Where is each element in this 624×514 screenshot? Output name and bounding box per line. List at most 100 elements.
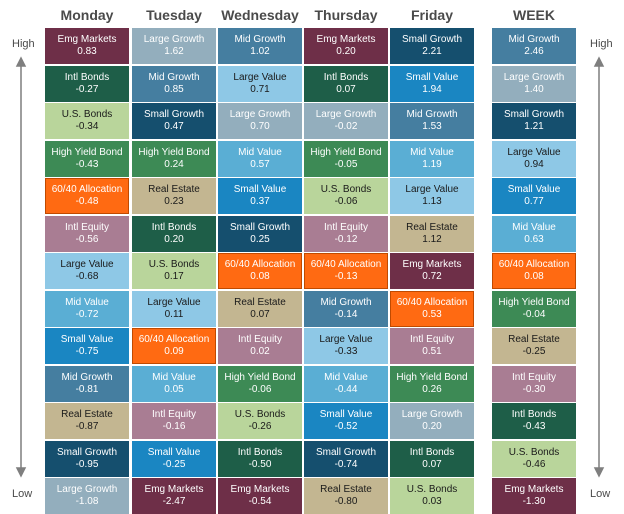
right-arrow-up-head xyxy=(593,56,605,67)
left-low-label: Low xyxy=(12,488,33,500)
asset-class-label: Small Value xyxy=(60,334,114,345)
column-header-wednesday: Wednesday xyxy=(221,7,299,23)
return-value-label: 0.94 xyxy=(524,158,544,170)
asset-class-label: Intl Bonds xyxy=(323,71,369,83)
column-header-tuesday: Tuesday xyxy=(146,7,202,23)
return-value-label: 1.94 xyxy=(422,83,442,95)
asset-cell: Intl Equity 0.51 xyxy=(390,328,474,364)
asset-class-label: Intl Bonds xyxy=(64,71,110,83)
asset-class-label: Large Growth xyxy=(401,409,463,420)
column-header-monday: Monday xyxy=(60,7,114,23)
return-value-label: -0.52 xyxy=(334,421,358,432)
asset-class-label: Small Growth xyxy=(315,446,376,458)
asset-cell: Large Value 0.11 xyxy=(132,290,216,327)
asset-cell: U.S. Bonds -0.46 xyxy=(492,440,576,477)
return-value-label: 1.12 xyxy=(422,233,442,245)
asset-class-label: Large Growth xyxy=(229,109,291,120)
asset-cell: Mid Value 0.05 xyxy=(132,365,216,402)
asset-cell: Small Value 0.37 xyxy=(218,178,302,214)
asset-class-label: Real Estate xyxy=(508,334,560,345)
return-value-label: 1.02 xyxy=(250,46,270,57)
return-value-label: 0.20 xyxy=(422,421,442,432)
return-value-label: 0.07 xyxy=(250,308,270,320)
asset-cell: High Yield Bond -0.06 xyxy=(218,365,302,402)
return-value-label: 0.51 xyxy=(422,346,442,357)
asset-class-label: Intl Equity xyxy=(324,221,368,233)
asset-cell: Emg Markets 0.20 xyxy=(304,28,388,64)
asset-class-label: 60/40 Allocation xyxy=(396,296,468,308)
asset-class-label: Large Value xyxy=(147,296,201,308)
asset-class-label: Intl Bonds xyxy=(409,446,455,458)
asset-class-label: U.S. Bonds xyxy=(61,109,113,120)
asset-class-label: High Yield Bond xyxy=(224,371,296,383)
return-value-label: 1.21 xyxy=(524,121,544,132)
asset-cell: Mid Value 0.57 xyxy=(218,140,302,177)
asset-class-label: Mid Growth xyxy=(320,296,372,308)
asset-class-label: Intl Equity xyxy=(512,371,556,383)
return-value-label: -0.43 xyxy=(75,158,99,170)
asset-class-label: Small Growth xyxy=(401,34,462,45)
return-value-label: 0.05 xyxy=(164,383,184,395)
asset-class-label: Emg Markets xyxy=(144,484,204,495)
asset-cell: Large Value 0.94 xyxy=(492,140,576,177)
column-header-week: WEEK xyxy=(513,7,555,23)
asset-cell: Mid Growth -0.81 xyxy=(45,365,129,402)
asset-class-label: Intl Equity xyxy=(410,334,454,345)
return-value-label: -1.30 xyxy=(522,496,546,507)
asset-class-label: Mid Growth xyxy=(508,34,560,45)
asset-class-label: Real Estate xyxy=(61,409,113,420)
right-arrow-down-head xyxy=(593,467,605,478)
asset-cell: High Yield Bond -0.05 xyxy=(304,140,388,177)
asset-cell: Real Estate 0.07 xyxy=(218,290,302,327)
asset-cell: Mid Growth 2.46 xyxy=(492,28,576,64)
asset-class-label: U.S. Bonds xyxy=(508,446,560,458)
asset-class-label: Small Growth xyxy=(143,109,204,120)
asset-cell: Intl Bonds 0.07 xyxy=(390,440,474,477)
asset-class-label: Mid Growth xyxy=(61,371,113,383)
asset-cell: Small Value -0.75 xyxy=(45,328,129,364)
asset-cell: U.S. Bonds 0.03 xyxy=(390,478,474,514)
return-value-label: 0.07 xyxy=(422,458,442,470)
asset-cell: 60/40 Allocation 0.08 xyxy=(218,253,302,289)
asset-cell: Small Growth -0.95 xyxy=(45,440,129,477)
asset-cell: Real Estate -0.87 xyxy=(45,403,129,439)
asset-cell: Large Value -0.33 xyxy=(304,328,388,364)
asset-class-label: Mid Growth xyxy=(406,109,458,120)
asset-class-label: 60/40 Allocation xyxy=(224,259,296,270)
right-high-label: High xyxy=(590,38,613,50)
asset-class-label: Small Value xyxy=(233,184,287,195)
left-arrow-up-head xyxy=(15,56,27,67)
right-low-label: Low xyxy=(590,488,611,500)
asset-cell: Mid Value 0.63 xyxy=(492,215,576,252)
return-value-label: 0.08 xyxy=(250,271,270,282)
asset-cell: Intl Equity 0.02 xyxy=(218,328,302,364)
asset-class-label: High Yield Bond xyxy=(396,371,468,383)
asset-cell: Small Value 1.94 xyxy=(390,65,474,102)
asset-cell: Mid Growth 0.85 xyxy=(132,65,216,102)
asset-class-label: Large Growth xyxy=(315,109,377,120)
return-value-label: -0.13 xyxy=(334,271,358,282)
return-value-label: -0.72 xyxy=(75,308,99,320)
asset-class-label: Emg Markets xyxy=(316,34,376,45)
asset-class-label: Mid Value xyxy=(65,296,109,308)
asset-cell: Real Estate -0.80 xyxy=(304,478,388,514)
asset-class-label: High Yield Bond xyxy=(138,146,210,158)
asset-class-label: 60/40 Allocation xyxy=(498,259,570,270)
return-value-label: -0.04 xyxy=(522,308,546,320)
asset-cell: High Yield Bond -0.43 xyxy=(45,140,129,177)
asset-class-label: Emg Markets xyxy=(230,484,290,495)
asset-cell: Small Growth 1.21 xyxy=(492,103,576,139)
return-value-label: 2.21 xyxy=(422,46,442,57)
asset-cell: U.S. Bonds -0.06 xyxy=(304,178,388,214)
asset-cell: High Yield Bond 0.24 xyxy=(132,140,216,177)
asset-class-label: Intl Equity xyxy=(65,221,109,233)
return-value-label: -0.44 xyxy=(334,383,358,395)
asset-cell: Intl Bonds 0.20 xyxy=(132,215,216,252)
return-value-label: 0.24 xyxy=(164,158,184,170)
return-value-label: -0.56 xyxy=(75,233,99,245)
return-value-label: -0.50 xyxy=(248,458,272,470)
asset-cell: Real Estate 1.12 xyxy=(390,215,474,252)
asset-cell: Intl Equity -0.16 xyxy=(132,403,216,439)
return-value-label: 1.53 xyxy=(422,121,442,132)
return-value-label: -0.06 xyxy=(334,196,358,207)
